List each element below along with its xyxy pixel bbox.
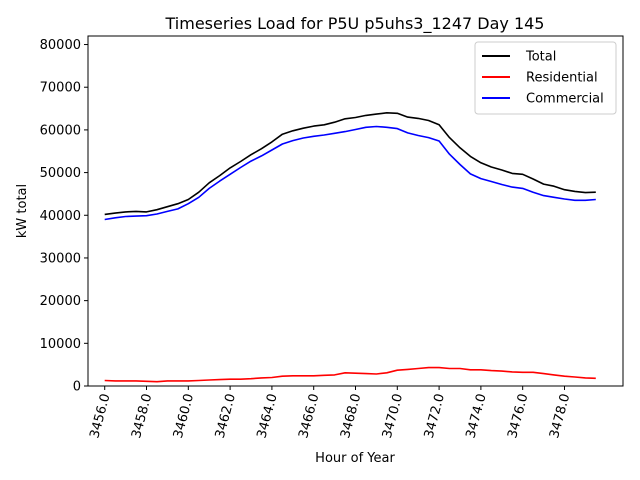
y-tick-label: 10000 <box>40 337 81 352</box>
chart-title: Timeseries Load for P5U p5uhs3_1247 Day … <box>165 14 545 34</box>
series-line-total <box>104 112 596 216</box>
y-tick-label: 30000 <box>40 251 81 266</box>
y-tick-label: 60000 <box>40 123 81 138</box>
y-tick-label: 70000 <box>40 81 81 96</box>
legend-label-commercial: Commercial <box>526 92 604 107</box>
y-tick-label: 0 <box>73 380 81 395</box>
y-axis-ticks: 0 10000 20000 30000 40000 50000 60000 70000 8000… <box>40 38 88 395</box>
series-line-residential <box>104 366 596 383</box>
y-tick-label: 80000 <box>40 38 81 53</box>
legend-label-residential: Residential <box>526 71 598 86</box>
series-layer <box>104 112 596 383</box>
series-line-commercial <box>104 125 596 221</box>
y-tick-label: 40000 <box>40 209 81 224</box>
x-axis-label: Hour of Year <box>315 451 395 466</box>
legend-label-total: Total <box>525 50 556 65</box>
legend-entries: Total Residential Commercial <box>482 50 604 107</box>
y-tick-label: 50000 <box>40 166 81 181</box>
legend: Total Residential Commercial <box>474 41 617 115</box>
y-axis-label: kW total <box>15 184 30 238</box>
y-tick-label: 20000 <box>40 294 81 309</box>
legend-frame <box>474 41 617 115</box>
